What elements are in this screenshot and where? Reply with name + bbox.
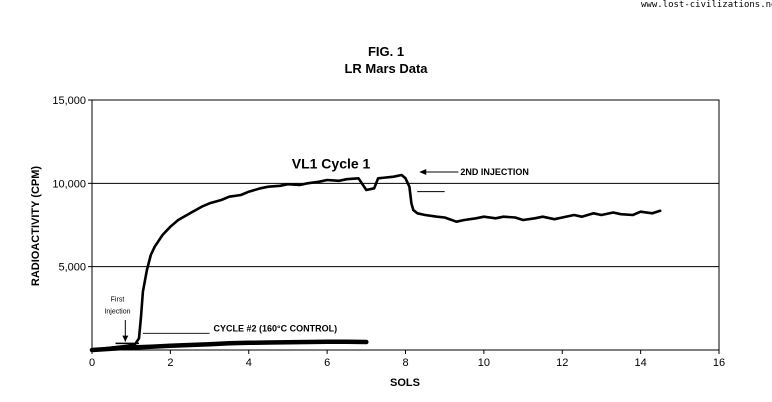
annotation-2nd-injection: 2ND INJECTION bbox=[460, 167, 529, 177]
annotations: VL1 Cycle 1 2ND INJECTION First Injection CY… bbox=[104, 155, 529, 345]
annotation-first: First bbox=[111, 297, 125, 304]
x-tick-label: 4 bbox=[246, 357, 252, 369]
data-series bbox=[89, 173, 662, 353]
gridlines bbox=[92, 99, 719, 268]
x-tick-label: 14 bbox=[635, 357, 647, 369]
annotation-vl1-cycle-1: VL1 Cycle 1 bbox=[292, 155, 371, 171]
chart-title: FIG. 1 bbox=[368, 44, 404, 59]
first-injection-arrow-head bbox=[122, 335, 129, 342]
x-tick-label: 8 bbox=[402, 357, 408, 369]
annotation-injection: Injection bbox=[104, 308, 130, 315]
x-tick-label: 10 bbox=[478, 357, 490, 369]
annotation-cycle-2-control: CYCLE #2 (160°C CONTROL) bbox=[213, 324, 337, 334]
x-tick-label: 16 bbox=[713, 357, 725, 369]
x-tick-label: 0 bbox=[89, 357, 95, 369]
y-axis-label: RADIOACTIVITY (CPM) bbox=[30, 166, 42, 287]
series-cycle-2-control-line bbox=[89, 339, 369, 353]
y-tick-label: 5,000 bbox=[58, 262, 86, 274]
x-tick-label: 6 bbox=[324, 357, 330, 369]
chart-subtitle: LR Mars Data bbox=[344, 61, 428, 76]
plot-frame bbox=[91, 99, 720, 351]
y-axis-ticks: 5,000 10,000 15,000 bbox=[52, 95, 92, 274]
second-injection-arrow-head bbox=[419, 169, 427, 175]
series-vl1-cycle-1-line bbox=[90, 173, 662, 352]
y-tick-label: 10,000 bbox=[52, 178, 86, 190]
watermark-text: www.lost-civilizations.net bbox=[641, 0, 772, 10]
x-tick-label: 2 bbox=[167, 357, 173, 369]
x-axis-label: SOLS bbox=[390, 377, 420, 389]
x-tick-label: 12 bbox=[556, 357, 568, 369]
y-tick-label: 15,000 bbox=[52, 95, 86, 107]
x-axis-ticks: 0 2 4 6 8 10 12 14 16 bbox=[89, 350, 725, 369]
